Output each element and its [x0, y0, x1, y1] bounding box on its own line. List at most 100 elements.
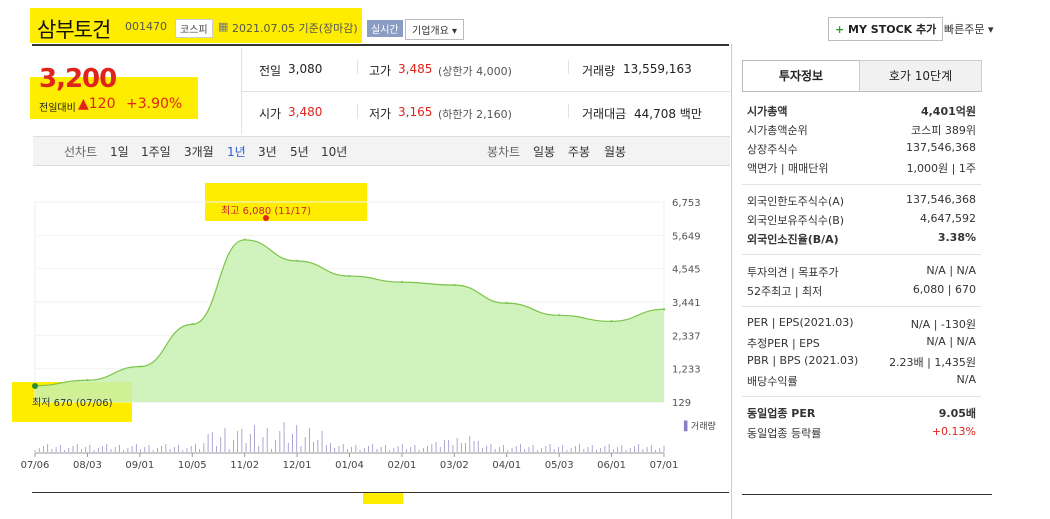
invest-row-value: 코스피 389위	[911, 124, 976, 137]
tab-invest-info[interactable]: 투자정보	[742, 60, 860, 91]
invest-row-value: N/A | N/A	[926, 264, 976, 277]
low-value: 3,165	[398, 105, 433, 119]
invest-row-value: 4,647,592	[920, 212, 976, 225]
y-tick-label: 6,753	[672, 198, 701, 209]
divider	[357, 60, 358, 74]
x-tick-label: 07/06	[21, 460, 50, 471]
divider	[241, 91, 730, 92]
amount-label: 거래대금	[582, 107, 627, 121]
invest-row-label: PBR | BPS (2021.03)	[747, 354, 859, 367]
tab-order-book[interactable]: 호가 10단계	[859, 60, 982, 92]
realtime-button[interactable]: 실시간	[367, 20, 403, 37]
period-tab-active[interactable]: 1년	[227, 145, 246, 159]
highlight-xaxis	[363, 492, 403, 504]
period-tab[interactable]: 3년	[258, 145, 277, 159]
divider	[742, 184, 981, 185]
invest-row-value: N/A	[956, 373, 976, 386]
invest-row-label: 상장주식수	[747, 143, 798, 156]
y-tick-label: 2,337	[672, 331, 701, 342]
y-tick-label: 5,649	[672, 231, 701, 242]
date-basis: 2021.07.05 기준(장마감)	[232, 22, 358, 35]
lower-limit: (하한가 2,160)	[438, 108, 512, 121]
invest-row-label: 추정PER | EPS	[747, 337, 820, 350]
stock-code: 001470	[125, 20, 167, 33]
company-info-button[interactable]: 기업개요 ▾	[405, 19, 464, 40]
invest-row-label: 액면가 | 매매단위	[747, 162, 829, 175]
invest-row-label[interactable]: 시가총액순위	[747, 124, 808, 137]
x-tick-label: 02/01	[388, 460, 417, 471]
max-label: 최고 6,080 (11/17)	[221, 206, 312, 217]
y-tick-label: 4,545	[672, 265, 701, 276]
invest-row-label: 배당수익률	[747, 375, 798, 388]
y-tick-label: 129	[672, 398, 691, 409]
y-tick-label: 1,233	[672, 365, 701, 376]
invest-row-value: N/A | -130원	[910, 318, 976, 331]
period-tab[interactable]: 3개월	[184, 145, 214, 159]
x-tick-label: 01/04	[335, 460, 364, 471]
x-tick-label: 12/01	[283, 460, 312, 471]
current-price: 3,200	[39, 64, 117, 94]
period-tab[interactable]: 5년	[290, 145, 309, 159]
invest-row-label: 투자의견 | 목표주가	[747, 266, 839, 279]
change-value: ▲120	[78, 96, 116, 112]
x-tick-label: 04/01	[492, 460, 521, 471]
x-tick-label: 05/03	[545, 460, 574, 471]
candle-chart-label: 봉차트	[487, 145, 521, 159]
period-tab[interactable]: 10년	[321, 145, 348, 159]
invest-row-label: 52주최고 | 최저	[747, 285, 823, 298]
prev-close-label: 전일	[259, 64, 282, 78]
invest-row-value: 2.23배 | 1,435원	[889, 356, 976, 369]
invest-row-value: 4,401억원	[920, 105, 976, 118]
plus-icon: +	[835, 23, 849, 36]
invest-row-value: 3.38%	[937, 231, 976, 244]
invest-row-value: N/A | N/A	[926, 335, 976, 348]
bottom-divider	[32, 492, 729, 493]
open-value: 3,480	[288, 105, 323, 119]
period-tab[interactable]: 1일	[110, 145, 129, 159]
volume-value: 13,559,163	[623, 62, 692, 76]
candle-tab[interactable]: 일봉	[533, 145, 556, 159]
open-label: 시가	[259, 107, 282, 121]
mystock-button[interactable]: + MY STOCK 추가	[828, 17, 944, 41]
divider	[742, 396, 981, 397]
change-pct: +3.90%	[126, 96, 183, 112]
x-tick-label: 03/02	[440, 460, 469, 471]
market-tag: 코스피	[175, 19, 213, 38]
calendar-icon: ▦	[218, 20, 229, 33]
quick-order-button[interactable]: 빠른주문 ▾	[944, 23, 994, 36]
invest-row-label: 외국인한도주식수(A)	[747, 195, 845, 208]
divider	[742, 306, 981, 307]
invest-row-label: 외국인보유주식수(B)	[747, 214, 845, 227]
x-tick-label: 09/01	[125, 460, 154, 471]
invest-row-label: 시가총액	[747, 105, 788, 118]
invest-row-label[interactable]: 동일업종 등락률	[747, 427, 822, 440]
divider	[742, 254, 981, 255]
change-label: 전일대비	[39, 103, 76, 114]
price-chart: 6,753 5,649 4,545 3,441 2,337 1,233 129 07/06 0…	[21, 198, 701, 471]
candle-tab[interactable]: 주봉	[568, 145, 591, 159]
candle-tab[interactable]: 월봉	[604, 145, 627, 159]
prev-close-value: 3,080	[288, 62, 323, 76]
divider	[568, 60, 569, 74]
invest-row-value: 1,000원 | 1주	[906, 162, 976, 175]
x-tick-label: 08/03	[73, 460, 102, 471]
min-label: 최저 670 (07/06)	[32, 398, 113, 409]
invest-row-label: PER | EPS(2021.03)	[747, 316, 854, 329]
price-area	[35, 239, 664, 402]
x-tick-label: 11/02	[230, 460, 259, 471]
invest-row-value: 6,080 | 670	[912, 283, 976, 296]
header-divider	[32, 44, 729, 46]
x-tick-label: 07/01	[650, 460, 679, 471]
high-label: 고가	[369, 64, 392, 78]
high-value: 3,485	[398, 62, 433, 76]
price-line	[34, 239, 665, 387]
invest-row-label[interactable]: 동일업종 PER	[747, 407, 816, 420]
amount-value: 44,708 백만	[634, 107, 702, 121]
divider	[742, 91, 981, 92]
upper-limit: (상한가 4,000)	[438, 65, 512, 78]
bottom-divider	[742, 494, 992, 495]
period-tab[interactable]: 1주일	[141, 145, 171, 159]
divider	[568, 104, 569, 118]
invest-row-value: +0.13%	[931, 425, 976, 438]
stock-name: 삼부토건	[37, 18, 111, 42]
